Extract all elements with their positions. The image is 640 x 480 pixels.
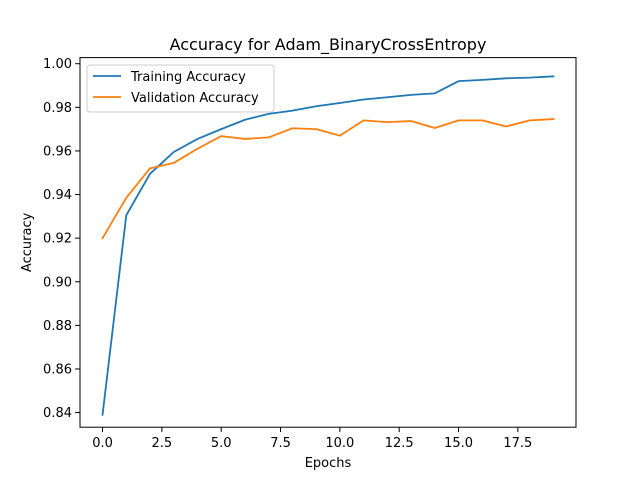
legend-label-training: Training Accuracy: [130, 70, 246, 85]
series-line-validation-accuracy: [101, 118, 555, 240]
x-tick-label: 2.5: [152, 436, 173, 451]
legend-box: [86, 64, 275, 113]
x-tick-label: 10.0: [325, 436, 354, 451]
x-axis: 0.0 2.5 5.0 7.5 10.0 12.5 15.0 17.5: [92, 427, 532, 451]
y-tick-label: 0.98: [43, 101, 72, 116]
y-tick-label: 0.86: [43, 362, 72, 377]
y-axis: 0.84 0.86 0.88 0.90 0.92 0.94 0.96 0.98 1.00: [43, 57, 80, 421]
legend: Training Accuracy Validation Accuracy: [86, 64, 275, 113]
x-axis-label: Epochs: [305, 456, 352, 471]
y-tick-label: 0.88: [43, 319, 72, 334]
chart-title: Accuracy for Adam_BinaryCrossEntropy: [170, 35, 487, 55]
x-tick-label: 5.0: [211, 436, 232, 451]
x-tick-label: 7.5: [270, 436, 291, 451]
series-group: [101, 75, 555, 416]
y-axis-label: Accuracy: [20, 212, 35, 272]
y-tick-label: 0.94: [43, 188, 72, 203]
y-tick-label: 0.90: [43, 275, 72, 290]
y-tick-label: 0.84: [43, 406, 72, 421]
series-line-training-accuracy: [101, 75, 555, 416]
x-tick-label: 15.0: [444, 436, 473, 451]
legend-label-validation: Validation Accuracy: [131, 91, 259, 106]
y-tick-label: 1.00: [43, 57, 72, 72]
x-tick-label: 17.5: [503, 436, 532, 451]
y-tick-label: 0.92: [43, 232, 72, 247]
y-tick-label: 0.96: [43, 144, 72, 159]
x-tick-label: 12.5: [385, 436, 414, 451]
plot-frame: [79, 57, 577, 428]
x-tick-label: 0.0: [92, 436, 113, 451]
